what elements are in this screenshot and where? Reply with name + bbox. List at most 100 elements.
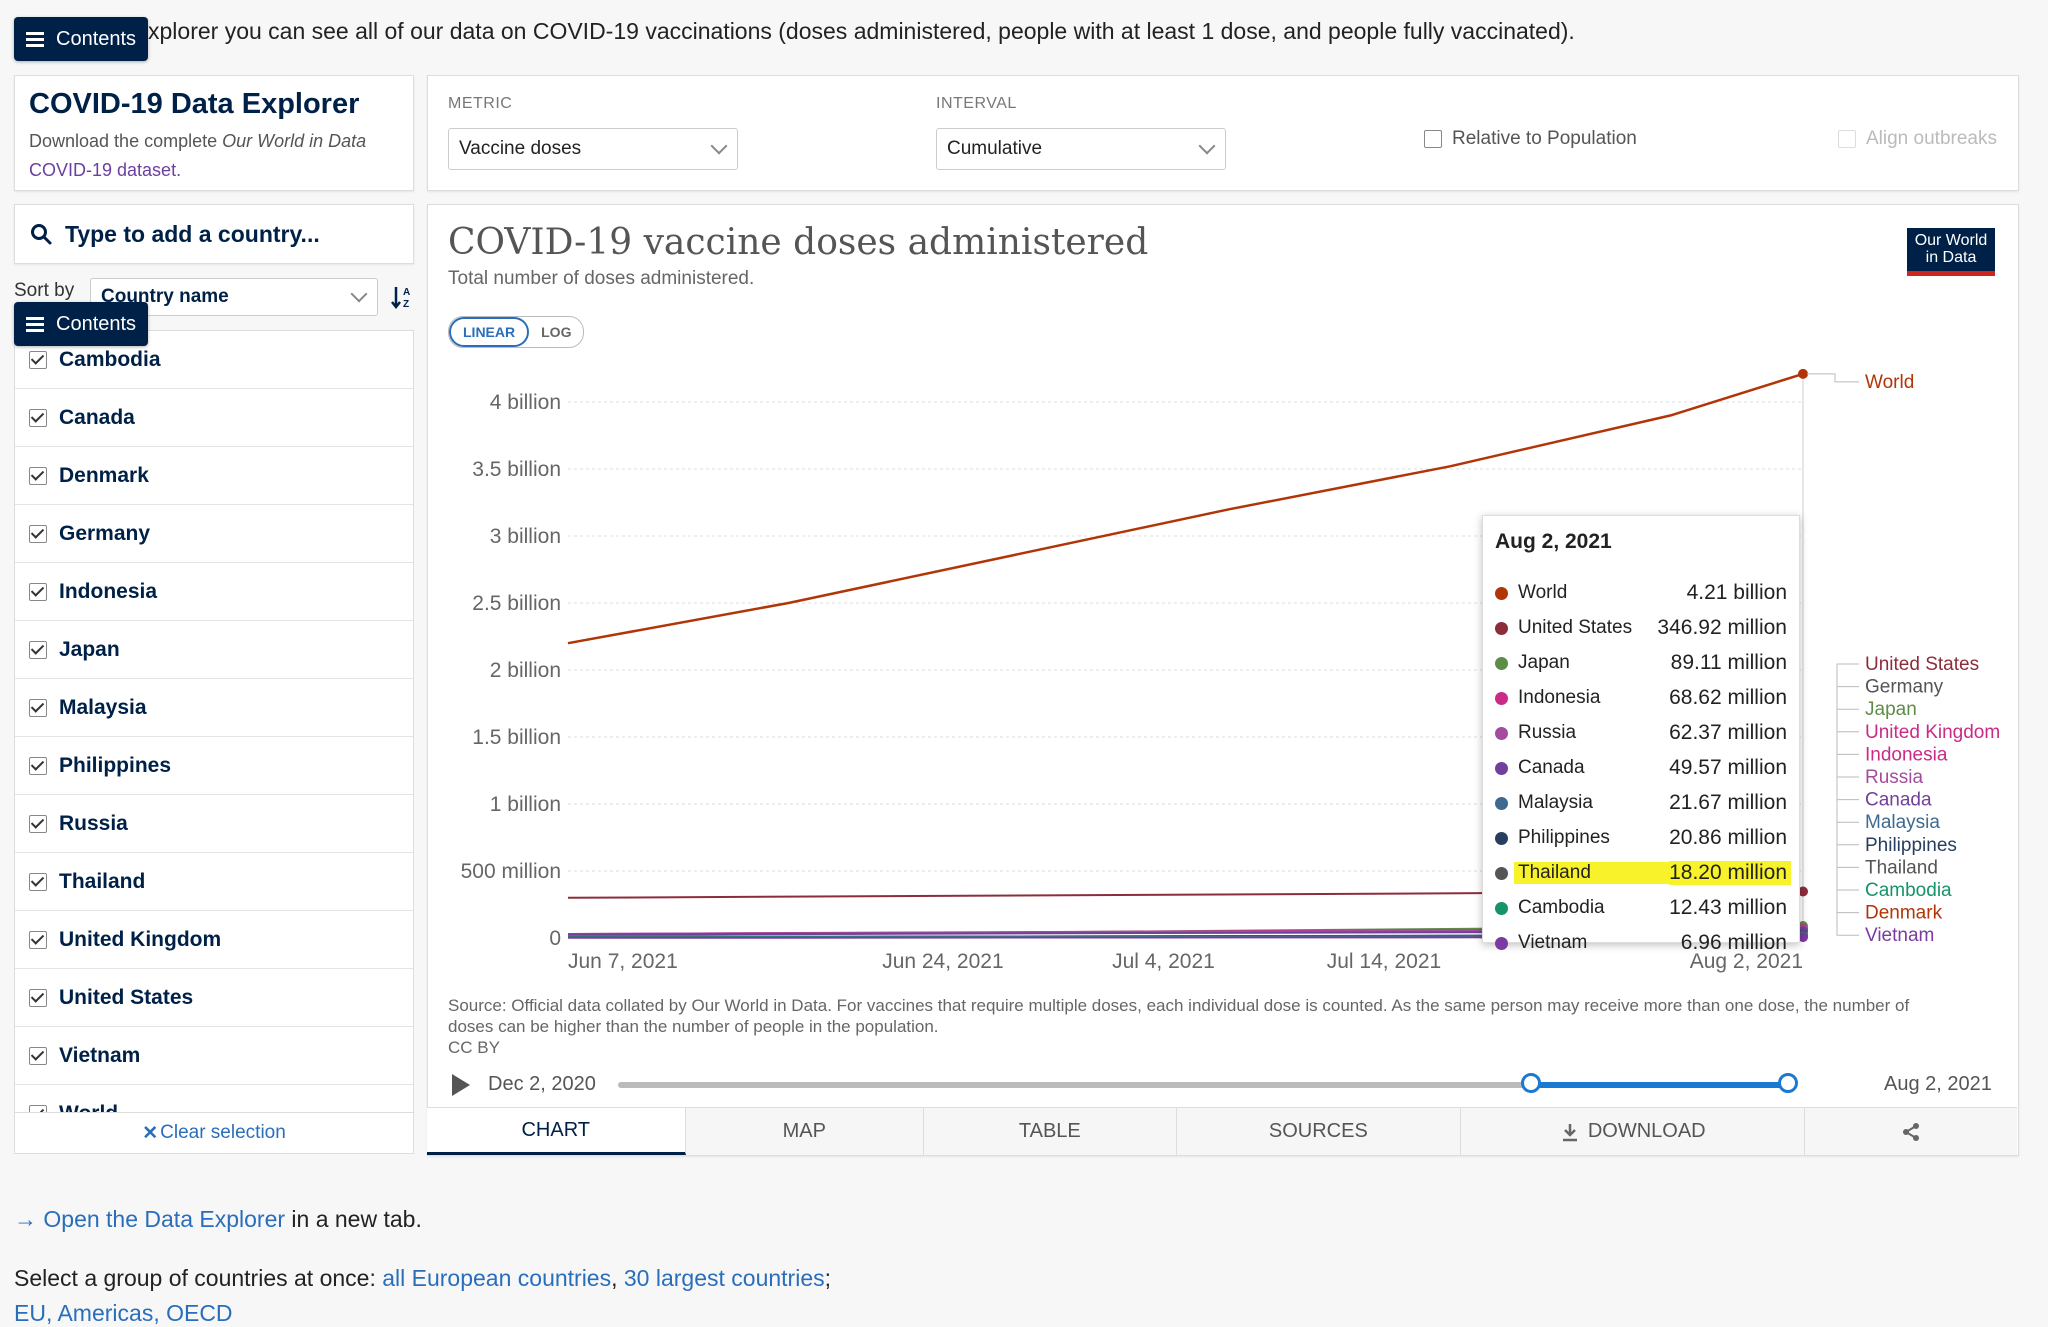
tooltip-row: Vietnam 6.96 million bbox=[1491, 928, 1791, 958]
y-tick-label: 2 billion bbox=[490, 659, 561, 682]
country-name: Cambodia bbox=[59, 347, 161, 371]
timeline-track[interactable] bbox=[618, 1073, 1798, 1093]
sort-order-icon[interactable]: A Z bbox=[390, 284, 416, 310]
country-item[interactable]: Thailand bbox=[15, 853, 413, 911]
tab-download[interactable]: DOWNLOAD bbox=[1461, 1108, 1806, 1155]
tooltip-country: Vietnam bbox=[1518, 932, 1588, 953]
checkbox[interactable] bbox=[29, 872, 47, 891]
legend-connector bbox=[1836, 708, 1859, 932]
country-name: Denmark bbox=[59, 463, 149, 487]
contents-button-floating[interactable]: Contents bbox=[14, 302, 149, 346]
open-explorer-link[interactable]: → Open the Data Explorer bbox=[14, 1206, 286, 1232]
chevron-down-icon bbox=[1198, 137, 1216, 155]
y-tick-label: 3.5 billion bbox=[472, 458, 561, 481]
scale-log-button[interactable]: LOG bbox=[541, 324, 572, 340]
y-tick-label: 2.5 billion bbox=[472, 592, 561, 615]
tab-sources[interactable]: SOURCES bbox=[1177, 1108, 1462, 1155]
country-item[interactable]: Vietnam bbox=[15, 1027, 413, 1085]
tooltip-value: 21.67 million bbox=[1669, 791, 1787, 814]
series-dot bbox=[1495, 761, 1508, 775]
country-item[interactable]: Cambodia bbox=[15, 331, 413, 389]
legend-label: United Kingdom bbox=[1865, 722, 2000, 743]
x-tick-label: Aug 2, 2021 bbox=[1690, 950, 1803, 973]
contents-button[interactable]: Contents bbox=[14, 17, 149, 61]
x-tick-label: Jun 24, 2021 bbox=[882, 950, 1003, 973]
country-name: Malaysia bbox=[59, 695, 147, 719]
search-box[interactable]: Type to add a country... bbox=[14, 204, 414, 264]
tooltip-country: Russia bbox=[1518, 722, 1577, 743]
owid-logo[interactable]: Our World in Data bbox=[1907, 228, 1995, 276]
explorer-subtitle: Download the complete Our World in Data … bbox=[29, 131, 367, 180]
country-item[interactable]: Germany bbox=[15, 505, 413, 563]
tooltip-value: 18.20 million bbox=[1669, 861, 1791, 885]
download-icon bbox=[1562, 1123, 1577, 1141]
checkbox[interactable] bbox=[29, 756, 47, 775]
series-end-point bbox=[1798, 368, 1808, 379]
country-item[interactable]: United Kingdom bbox=[15, 911, 413, 969]
tooltip-row: Malaysia 21.67 million bbox=[1491, 788, 1791, 818]
legend-connector bbox=[1836, 889, 1859, 932]
checkbox[interactable] bbox=[29, 814, 47, 833]
country-item[interactable]: United States bbox=[15, 969, 413, 1027]
play-icon[interactable] bbox=[448, 1072, 474, 1098]
country-name: Philippines bbox=[59, 753, 172, 777]
european-countries-link[interactable]: all European countries bbox=[382, 1265, 612, 1291]
tooltip-country: Canada bbox=[1518, 757, 1585, 778]
checkbox[interactable] bbox=[29, 582, 47, 601]
country-item[interactable]: Philippines bbox=[15, 737, 413, 795]
country-list: Cambodia Canada Denmark Germany Indonesia Jap… bbox=[14, 330, 414, 1117]
legend-connector bbox=[1836, 844, 1859, 932]
scale-toggle[interactable]: LINEAR LOG bbox=[448, 316, 585, 348]
checkbox[interactable] bbox=[29, 350, 47, 369]
checkbox[interactable] bbox=[29, 466, 47, 485]
country-item[interactable]: Malaysia bbox=[15, 679, 413, 737]
country-item[interactable]: Japan bbox=[15, 621, 413, 679]
series-dot bbox=[1495, 726, 1508, 740]
checkbox[interactable] bbox=[29, 930, 47, 949]
checkbox[interactable] bbox=[29, 1046, 47, 1065]
checkbox[interactable] bbox=[29, 408, 47, 427]
line-chart[interactable]: 0 500 million 1 billion 1.5 billion 2 billio… bbox=[427, 360, 2017, 980]
country-item[interactable]: Denmark bbox=[15, 447, 413, 505]
interval-select[interactable]: Cumulative bbox=[936, 128, 1226, 170]
checkbox[interactable] bbox=[29, 988, 47, 1007]
search-input[interactable]: Type to add a country... bbox=[65, 220, 320, 247]
checkbox[interactable] bbox=[29, 698, 47, 717]
country-item[interactable]: Russia bbox=[15, 795, 413, 853]
timeline-start-handle[interactable] bbox=[1520, 1073, 1541, 1093]
country-item[interactable]: Canada bbox=[15, 389, 413, 447]
legend-label: Germany bbox=[1865, 677, 1944, 698]
checkbox[interactable] bbox=[29, 524, 47, 543]
series-line bbox=[567, 372, 1804, 645]
series-end-point bbox=[1798, 886, 1808, 897]
tab-share[interactable] bbox=[1805, 1108, 2017, 1155]
scale-linear-button[interactable]: LINEAR bbox=[449, 317, 530, 347]
dataset-link[interactable]: COVID-19 dataset. bbox=[29, 160, 182, 180]
tab-table[interactable]: TABLE bbox=[924, 1108, 1177, 1155]
clear-selection-button[interactable]: ✕ Clear selection bbox=[14, 1112, 414, 1154]
relative-to-population-toggle[interactable]: Relative to Population bbox=[1424, 128, 1637, 150]
more-groups-link[interactable]: EU, Americas, OECD bbox=[14, 1300, 233, 1326]
legend-label: Cambodia bbox=[1865, 880, 1952, 901]
tooltip-row: Japan 89.11 million bbox=[1491, 648, 1791, 678]
tooltip-country: Japan bbox=[1518, 652, 1570, 673]
metric-select[interactable]: Vaccine doses bbox=[448, 128, 738, 170]
tab-chart[interactable]: CHART bbox=[427, 1108, 686, 1155]
largest-countries-link[interactable]: 30 largest countries bbox=[623, 1265, 825, 1291]
timeline-end-handle[interactable] bbox=[1778, 1073, 1798, 1093]
tooltip-date: Aug 2, 2021 bbox=[1495, 530, 1612, 553]
svg-text:A: A bbox=[403, 287, 410, 298]
tooltip-value: 68.62 million bbox=[1669, 686, 1787, 709]
country-item[interactable]: Indonesia bbox=[15, 563, 413, 621]
metric-label: METRIC bbox=[448, 95, 513, 112]
align-outbreaks-toggle[interactable]: Align outbreaks bbox=[1838, 128, 1997, 150]
chevron-down-icon bbox=[710, 137, 728, 155]
explorer-title: COVID-19 Data Explorer bbox=[29, 88, 360, 120]
checkbox[interactable] bbox=[1838, 130, 1856, 148]
chart-tabs: CHART MAP TABLE SOURCES DOWNLOAD bbox=[427, 1107, 2017, 1155]
checkbox[interactable] bbox=[29, 1104, 47, 1116]
checkbox[interactable] bbox=[1424, 130, 1442, 148]
checkbox[interactable] bbox=[29, 640, 47, 659]
tab-map[interactable]: MAP bbox=[686, 1108, 925, 1155]
legend-connector bbox=[1836, 686, 1859, 932]
